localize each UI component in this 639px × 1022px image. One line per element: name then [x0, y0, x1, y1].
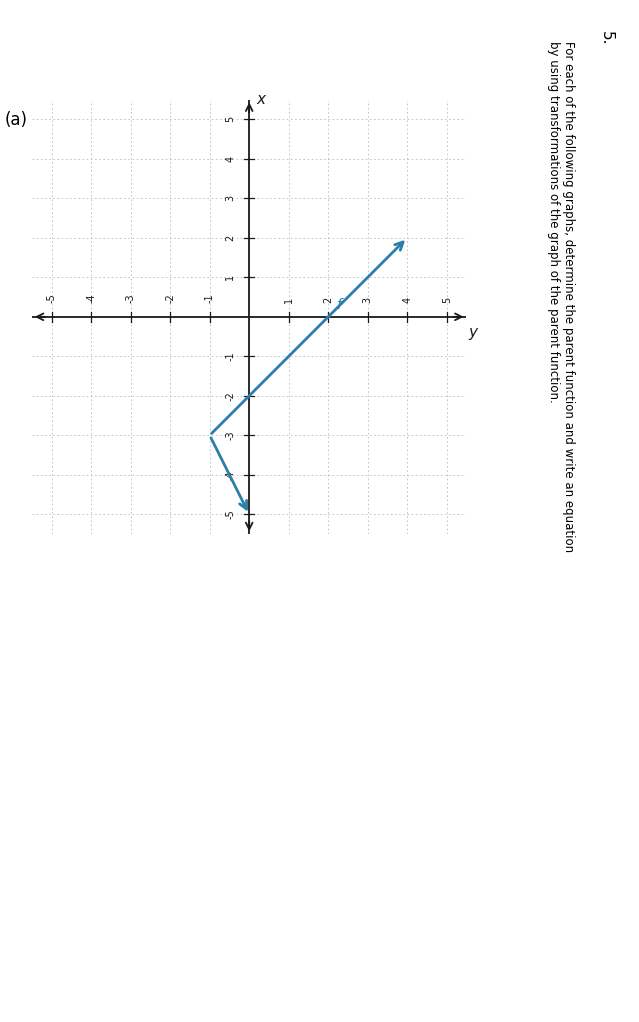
Text: (a): (a)	[5, 111, 28, 130]
Text: -2: -2	[226, 391, 235, 401]
Text: 2: 2	[226, 235, 235, 241]
Text: 3: 3	[226, 195, 235, 201]
Text: -1: -1	[204, 293, 215, 303]
Text: f: f	[336, 298, 341, 312]
Text: 1: 1	[226, 274, 235, 280]
Text: -5: -5	[47, 293, 57, 303]
Text: -5: -5	[226, 509, 235, 519]
Text: -3: -3	[226, 430, 235, 440]
Text: x: x	[257, 92, 266, 106]
Text: 4: 4	[226, 155, 235, 161]
Text: 5: 5	[442, 296, 452, 303]
Text: -4: -4	[86, 293, 96, 303]
Text: y: y	[468, 325, 477, 340]
Text: 1: 1	[284, 296, 294, 303]
Text: 5: 5	[226, 117, 235, 123]
Text: For each of the following graphs, determine the parent function and write an equ: For each of the following graphs, determ…	[547, 41, 575, 552]
Text: -3: -3	[126, 293, 135, 303]
Text: 5.: 5.	[599, 31, 613, 45]
Text: -1: -1	[226, 352, 235, 361]
Text: -4: -4	[226, 470, 235, 479]
Text: -2: -2	[166, 293, 175, 303]
Text: 4: 4	[402, 296, 412, 303]
Text: 3: 3	[363, 296, 373, 303]
Text: 2: 2	[323, 296, 333, 303]
